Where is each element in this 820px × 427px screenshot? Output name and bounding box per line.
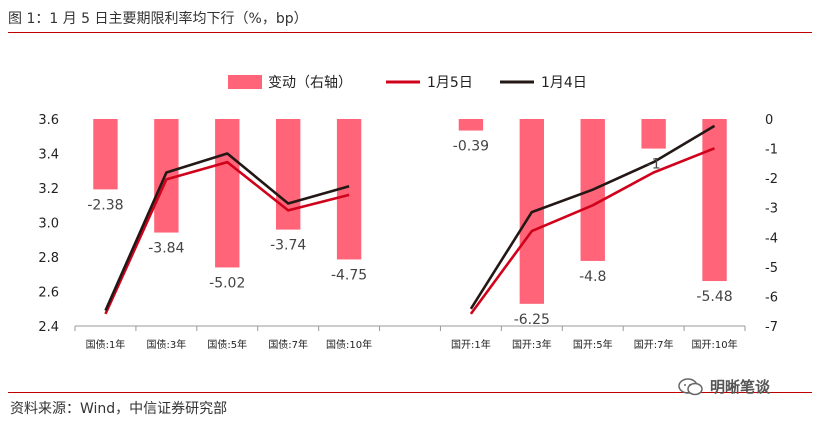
x-tick-label: 国开:7年 xyxy=(634,338,674,351)
change-bar xyxy=(93,119,118,190)
x-tick-label: 国债:10年 xyxy=(326,338,372,351)
bar-value-label: -2.38 xyxy=(87,197,123,213)
right-axis-tick-label: -2 xyxy=(765,172,778,187)
left-axis-tick-label: 2.8 xyxy=(38,251,59,266)
bar-value-label: -5.48 xyxy=(696,289,732,305)
top-divider xyxy=(8,32,812,33)
page-title: 图 1：1 月 5 日主要期限利率均下行（%，bp） xyxy=(8,11,308,27)
chart-axes: 国债:1年 国债:3年 国债:5年 国债:7年 国债:10年 国开:1年 国开:3年 国开:5… xyxy=(38,113,778,351)
left-axis-tick-label: 3.6 xyxy=(38,113,59,128)
right-axis-tick-label: 0 xyxy=(765,113,773,128)
bar-value-label: -6.25 xyxy=(514,312,550,328)
chat-bubble-icon xyxy=(678,377,703,395)
x-tick-label: 国债:3年 xyxy=(146,338,186,351)
bar-value-label: -5.02 xyxy=(209,275,245,291)
rate-line xyxy=(104,160,350,315)
change-bar xyxy=(458,119,484,131)
bar-value-label: -3.74 xyxy=(270,238,306,254)
x-tick-label: 国开:1年 xyxy=(451,338,491,351)
change-bar xyxy=(215,119,240,268)
x-tick-label: 国开:3年 xyxy=(512,338,552,351)
right-axis-tick-label: -4 xyxy=(765,231,778,246)
change-bar xyxy=(641,119,666,149)
right-axis-tick-label: -1 xyxy=(765,143,778,158)
data-labels: -2.38 -3.84 -5.02 -3.74 -4.75 -0.39 -6.25 -4.8 -… xyxy=(87,139,732,328)
bar-value-label: -1 xyxy=(647,157,661,173)
watermark: 明晰笔谈 xyxy=(678,376,770,397)
source-note: 资料来源：Wind，中信证券研究部 xyxy=(10,401,228,417)
change-bar xyxy=(702,119,727,282)
legend-label-change: 变动（右轴） xyxy=(268,75,352,91)
right-axis-tick-label: -7 xyxy=(765,320,778,335)
left-axis-tick-label: 2.4 xyxy=(38,320,59,335)
rate-line xyxy=(469,147,715,315)
right-axis-tick-label: -5 xyxy=(765,261,778,276)
bar-value-label: -4.8 xyxy=(579,269,606,285)
x-tick-label: 国债:1年 xyxy=(86,338,126,351)
legend-label-jan5: 1月5日 xyxy=(427,75,473,91)
left-axis-tick-label: 3.2 xyxy=(38,182,59,197)
watermark-text: 明晰笔谈 xyxy=(710,378,771,396)
change-bar xyxy=(276,119,301,230)
bar-series xyxy=(93,119,727,304)
left-axis-tick-label: 3.4 xyxy=(38,148,59,163)
x-tick-label: 国债:5年 xyxy=(207,338,247,351)
x-tick-label: 国债:7年 xyxy=(268,338,308,351)
legend-label-jan4: 1月4日 xyxy=(541,75,587,91)
left-axis-tick-label: 2.6 xyxy=(38,286,59,301)
x-tick-label: 国开:10年 xyxy=(691,338,737,351)
bar-value-label: -0.39 xyxy=(453,139,489,155)
rate-line xyxy=(469,124,716,310)
right-axis-tick-label: -3 xyxy=(765,202,778,217)
right-axis-tick-label: -6 xyxy=(765,290,778,305)
left-axis-tick-label: 3.0 xyxy=(38,217,59,232)
legend-swatch-bar xyxy=(228,75,262,89)
rate-line xyxy=(104,152,350,312)
line-series xyxy=(104,124,716,315)
bottom-divider xyxy=(8,392,812,393)
chart-legend: 变动（右轴） 1月5日 1月4日 xyxy=(228,75,587,91)
bar-value-label: -4.75 xyxy=(331,267,367,283)
bar-value-label: -3.84 xyxy=(148,241,184,257)
x-tick-label: 国开:5年 xyxy=(573,338,613,351)
